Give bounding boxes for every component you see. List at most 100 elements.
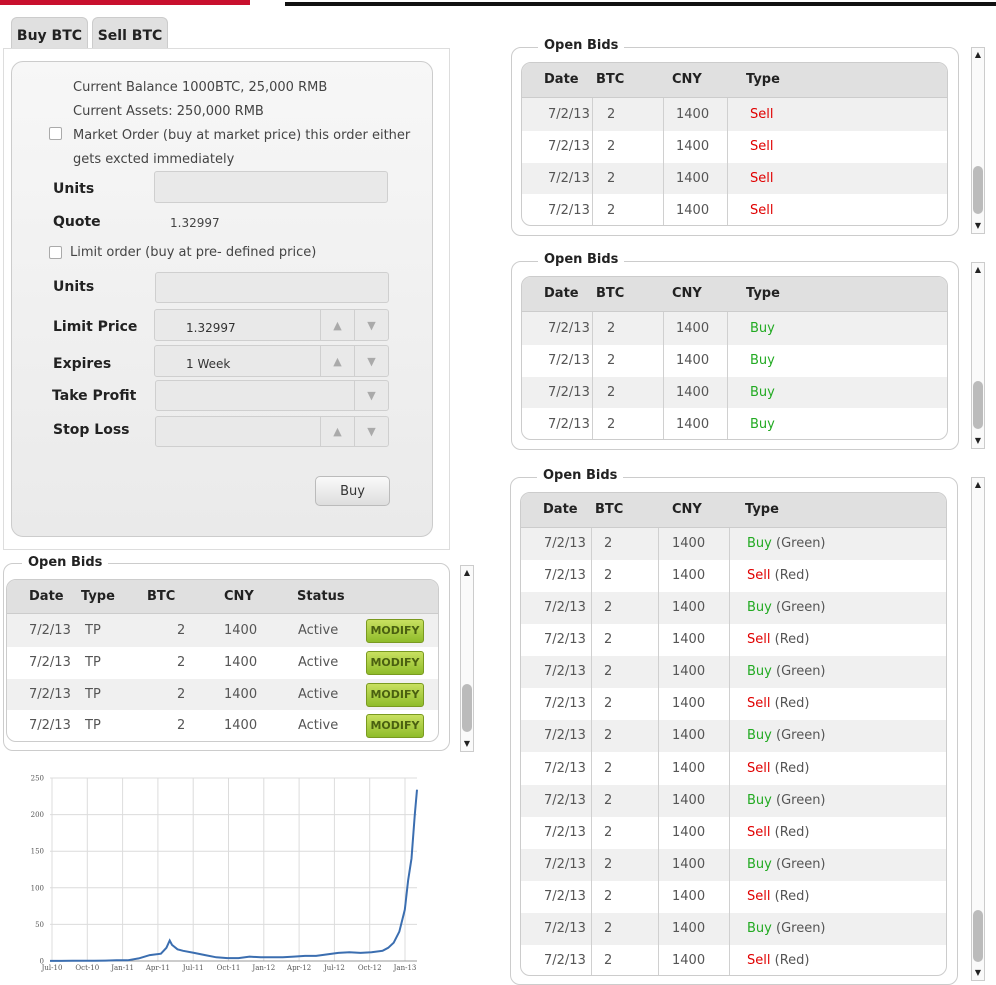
table-row: 7/2/13 2 1400 Buy (Green) <box>521 656 946 688</box>
current-balance: Current Balance 1000BTC, 25,000 RMB <box>73 80 328 95</box>
my-bids-scrollbar[interactable]: ▲ ▼ <box>460 565 474 752</box>
cell-btc: 2 <box>607 139 616 154</box>
scroll-thumb[interactable] <box>462 684 472 732</box>
cell-type: Sell (Red) <box>747 761 809 776</box>
modify-button[interactable]: MODIFY <box>366 714 424 738</box>
cell-type: Sell (Red) <box>747 696 809 711</box>
cell-btc: 2 <box>604 825 613 840</box>
scroll-down-icon[interactable]: ▼ <box>974 221 982 230</box>
scroll-up-icon[interactable]: ▲ <box>974 50 982 59</box>
cell-type: Buy (Green) <box>747 600 826 615</box>
x-tick-label: Jan-12 <box>251 964 275 972</box>
all-bids-title: Open Bids <box>537 468 624 483</box>
scroll-up-icon[interactable]: ▲ <box>974 480 982 489</box>
table-row: 7/2/13 2 1400 Buy (Green) <box>521 528 946 560</box>
tab-sell-btc[interactable]: Sell BTC <box>92 17 168 49</box>
increment-icon[interactable]: ▲ <box>320 310 354 340</box>
buy-button[interactable]: Buy <box>315 476 390 506</box>
table-row: 7/2/13 2 1400 Buy <box>522 377 947 408</box>
limit-price-stepper[interactable]: 1.32997 ▲ ▼ <box>154 309 389 341</box>
type-color-note: (Green) <box>771 857 826 872</box>
scroll-up-icon[interactable]: ▲ <box>974 265 982 274</box>
increment-icon[interactable]: ▲ <box>320 417 354 446</box>
table-row: 7/2/13 2 1400 Buy (Green) <box>521 785 946 817</box>
type-label: Sell <box>747 825 771 840</box>
col-date: Date <box>544 72 579 87</box>
table-row: 7/2/13 TP 2 1400 Active MODIFY <box>7 679 438 710</box>
table-row: 7/2/13 2 1400 Sell <box>522 194 947 225</box>
chevron-down-icon[interactable]: ▼ <box>354 381 388 410</box>
cell-type: Buy (Green) <box>747 728 826 743</box>
limit-order-checkbox[interactable] <box>49 246 62 259</box>
cell-type: TP <box>85 687 101 702</box>
units-field[interactable] <box>154 171 388 203</box>
sell-bids-box <box>511 47 959 236</box>
market-order-label-cont: gets excted immediately <box>73 152 235 167</box>
expires-select[interactable]: 1 Week ▲ ▼ <box>154 345 389 377</box>
type-label: Buy <box>747 536 772 551</box>
cell-status: Active <box>298 687 339 702</box>
col-cny: CNY <box>672 286 702 301</box>
scroll-up-icon[interactable]: ▲ <box>463 568 471 577</box>
table-row: 7/2/13 2 1400 Sell (Red) <box>521 624 946 656</box>
cell-btc: 2 <box>604 728 613 743</box>
cell-date: 7/2/13 <box>548 353 590 368</box>
market-order-checkbox[interactable] <box>49 127 62 140</box>
cell-type: Buy <box>750 385 775 400</box>
cell-cny: 1400 <box>672 889 706 904</box>
cell-type: Sell <box>750 107 774 122</box>
col-type: Type <box>746 72 780 87</box>
cell-type: Sell (Red) <box>747 632 809 647</box>
cell-btc: 2 <box>604 536 613 551</box>
decrement-icon[interactable]: ▼ <box>354 346 388 376</box>
decrement-icon[interactable]: ▼ <box>354 417 388 446</box>
cell-date: 7/2/13 <box>544 600 586 615</box>
cell-btc: 2 <box>607 417 616 432</box>
stop-loss-stepper[interactable]: ▲ ▼ <box>155 416 389 447</box>
modify-button[interactable]: MODIFY <box>366 683 424 707</box>
limit-units-field[interactable] <box>155 272 389 303</box>
modify-button[interactable]: MODIFY <box>366 651 424 675</box>
type-color-note: (Green) <box>771 793 826 808</box>
y-tick-label: 200 <box>31 811 44 819</box>
column-divider <box>663 312 664 439</box>
all-bids-scrollbar[interactable]: ▲ ▼ <box>971 477 985 981</box>
x-tick-label: Oct-11 <box>217 964 241 972</box>
scroll-down-icon[interactable]: ▼ <box>974 436 982 445</box>
table-row: 7/2/13 2 1400 Buy <box>522 345 947 377</box>
scroll-thumb[interactable] <box>973 166 983 214</box>
take-profit-select[interactable]: ▼ <box>155 380 389 411</box>
cell-date: 7/2/13 <box>544 825 586 840</box>
cell-status: Active <box>298 623 339 638</box>
table-row: 7/2/13 2 1400 Sell <box>522 131 947 163</box>
col-btc: BTC <box>596 72 625 87</box>
type-color-note: (Green) <box>771 536 826 551</box>
cell-type: Buy <box>750 417 775 432</box>
cell-cny: 1400 <box>224 655 258 670</box>
cell-date: 7/2/13 <box>544 793 586 808</box>
type-color-note: (Red) <box>770 696 810 711</box>
cell-date: 7/2/13 <box>548 203 590 218</box>
cell-type: TP <box>85 623 101 638</box>
scroll-down-icon[interactable]: ▼ <box>974 968 982 977</box>
cell-btc: 2 <box>177 718 186 733</box>
table-row: 7/2/13 2 1400 Buy <box>522 408 947 439</box>
scroll-thumb[interactable] <box>973 910 983 962</box>
type-label: Sell <box>747 889 771 904</box>
decrement-icon[interactable]: ▼ <box>354 310 388 340</box>
scroll-thumb[interactable] <box>973 381 983 429</box>
cell-btc: 2 <box>604 793 613 808</box>
table-row: 7/2/13 2 1400 Sell (Red) <box>521 560 946 592</box>
price-series-line <box>50 789 418 962</box>
cell-cny: 1400 <box>672 600 706 615</box>
col-date: Date <box>29 589 64 604</box>
y-tick-label: 250 <box>31 775 44 783</box>
buy-bids-scrollbar[interactable]: ▲ ▼ <box>971 262 985 449</box>
cell-type: Sell (Red) <box>747 953 809 968</box>
scroll-down-icon[interactable]: ▼ <box>463 739 471 748</box>
tab-buy-btc[interactable]: Buy BTC <box>11 17 88 49</box>
modify-button[interactable]: MODIFY <box>366 619 424 643</box>
cell-cny: 1400 <box>672 761 706 776</box>
increment-icon[interactable]: ▲ <box>320 346 354 376</box>
sell-bids-scrollbar[interactable]: ▲ ▼ <box>971 47 985 234</box>
